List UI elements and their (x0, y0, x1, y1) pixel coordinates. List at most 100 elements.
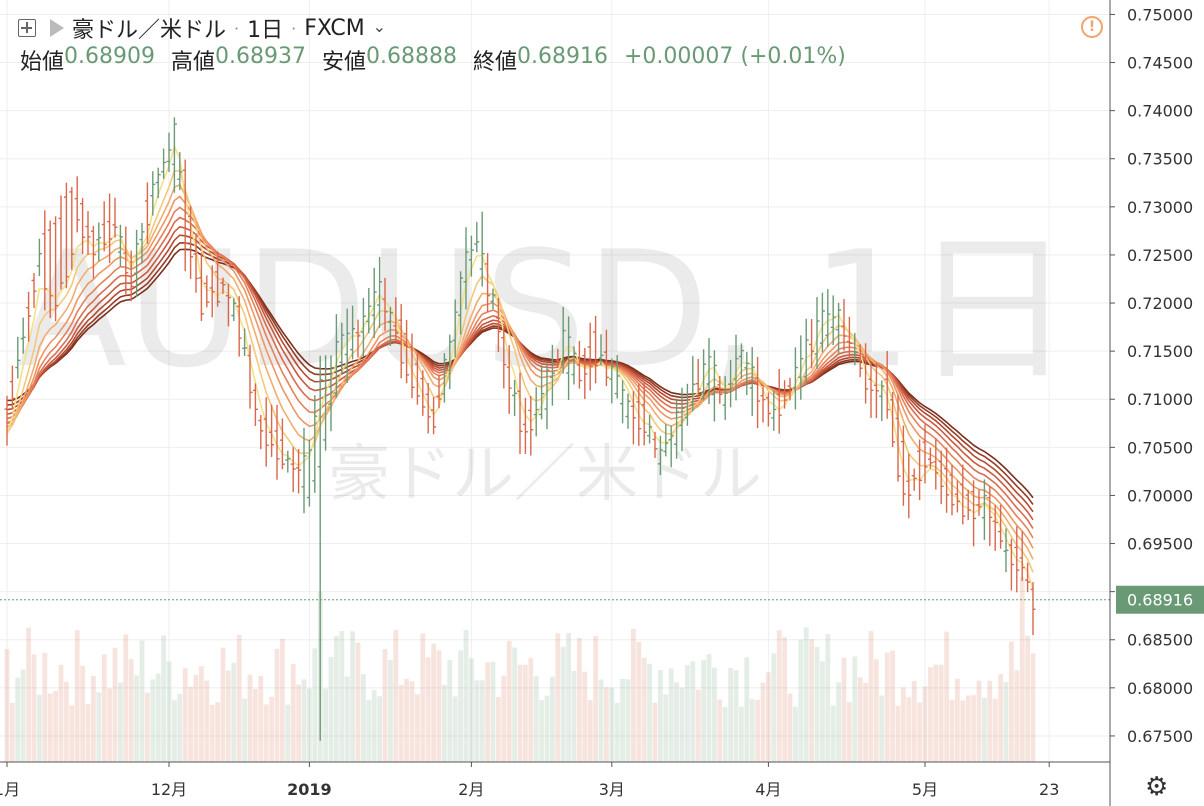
ohlc-bar (177, 152, 183, 191)
ohlc-bar (490, 288, 496, 310)
price-tick-label: 0.71500 (1127, 342, 1193, 361)
volume-bar (857, 677, 863, 762)
volume-bar (533, 676, 539, 762)
ohlc-bar (463, 227, 469, 310)
ohlc-bar (544, 363, 550, 430)
ohlc-bar (166, 132, 172, 173)
volume-bar (236, 634, 242, 762)
volume-bar (285, 704, 291, 762)
ohlc-bar (225, 283, 231, 327)
ohlc-bar (263, 397, 269, 467)
interval-label[interactable]: 1日 (247, 18, 284, 43)
volume-bar (263, 704, 269, 762)
volume-bar (1030, 653, 1036, 762)
ohlc-bar (285, 450, 291, 473)
ohlc-bar (436, 374, 442, 409)
ohlc-bar (188, 205, 194, 279)
volume-bar (101, 654, 107, 762)
ohlc-bar (733, 334, 739, 401)
ohlc-bar (371, 267, 377, 339)
volume-bar (685, 665, 690, 762)
volume-bar (976, 680, 982, 762)
volume-bar (895, 705, 901, 762)
ohlc-bar (382, 277, 388, 331)
crosshair-icon[interactable] (18, 19, 36, 37)
ohlc-bar (884, 351, 890, 419)
volume-bar (577, 637, 582, 762)
volume-bar (150, 679, 156, 762)
chevron-down-icon[interactable]: ⌄ (372, 16, 387, 36)
volume-bar (571, 671, 577, 762)
volume-bar (992, 698, 998, 762)
symbol-name[interactable]: 豪ドル／米ドル (72, 18, 227, 43)
ohlc-bar (366, 287, 372, 334)
ohlc-bar (1025, 562, 1031, 593)
volume-bar (64, 681, 69, 762)
volume-bar (523, 664, 528, 762)
ohlc-bar (760, 386, 766, 423)
ohlc-bar (911, 468, 917, 491)
volume-bar (582, 671, 588, 762)
ma-line-50 (6, 206, 1034, 539)
volume-bar (118, 682, 123, 762)
ohlc-bar (63, 182, 69, 289)
high-label: 高値 (171, 50, 216, 75)
alert-icon[interactable]: ! (1081, 16, 1103, 38)
ohlc-bar (1003, 528, 1009, 573)
volume-bar (323, 688, 328, 762)
volume-bar (107, 688, 112, 762)
ohlc-bar (517, 372, 523, 455)
time-tick-label: 1月 (0, 780, 20, 799)
price-tick-label: 0.67500 (1127, 727, 1193, 746)
ohlc-bar (42, 210, 48, 311)
volume-bar (436, 650, 442, 762)
flag-icon[interactable] (50, 19, 64, 37)
volume-bar (852, 656, 858, 762)
ohlc-bar (636, 383, 642, 446)
price-tick-label: 0.73000 (1127, 198, 1193, 217)
ohlc-bar (684, 383, 690, 426)
volume-bar (587, 700, 593, 762)
ohlc-bar (26, 291, 32, 342)
volume-bar (53, 690, 58, 762)
volume-bar (339, 631, 345, 762)
ohlc-bar (58, 195, 64, 290)
volume-bar (512, 647, 517, 762)
volume-bar (787, 693, 793, 762)
ohlc-bar (31, 273, 37, 308)
ohlc-bar (528, 396, 534, 456)
volume-bar (722, 706, 728, 762)
volume-bar (998, 673, 1003, 762)
ohlc-bar (981, 479, 987, 540)
volume-bar (377, 696, 382, 762)
volume-bar (560, 646, 566, 762)
volume-bar (334, 636, 339, 762)
price-tick-label: 0.71000 (1127, 390, 1193, 409)
price-tick-label: 0.72500 (1127, 246, 1193, 265)
ohlc-bar (1019, 531, 1025, 581)
ohlc-bar (798, 335, 804, 400)
exchange-label[interactable]: FXCM (304, 15, 365, 41)
ohlc-bar (242, 328, 248, 356)
volume-bar (350, 631, 355, 762)
ohlc-bar (825, 289, 831, 348)
volume-bar (906, 697, 912, 762)
separator-dot-2: · (291, 18, 297, 38)
ohlc-bar (20, 317, 26, 354)
ohlc-bar (501, 328, 507, 389)
ohlc-bar (722, 376, 728, 420)
ohlc-bar (306, 439, 312, 507)
ohlc-bar (695, 359, 701, 396)
volume-bar (544, 695, 550, 762)
ohlc-bar (803, 318, 809, 385)
settings-icon[interactable]: ⚙ (1145, 772, 1169, 802)
volume-bar (177, 693, 183, 762)
watermark-symbol: AUDUSD, 1日 (17, 216, 1072, 403)
volume-bar (1025, 635, 1030, 762)
ohlc-bar (258, 415, 264, 450)
close-value: 0.68916 (517, 44, 608, 69)
volume-bar (695, 689, 701, 762)
ohlc-bar (539, 365, 545, 420)
ohlc-bar (252, 383, 258, 427)
